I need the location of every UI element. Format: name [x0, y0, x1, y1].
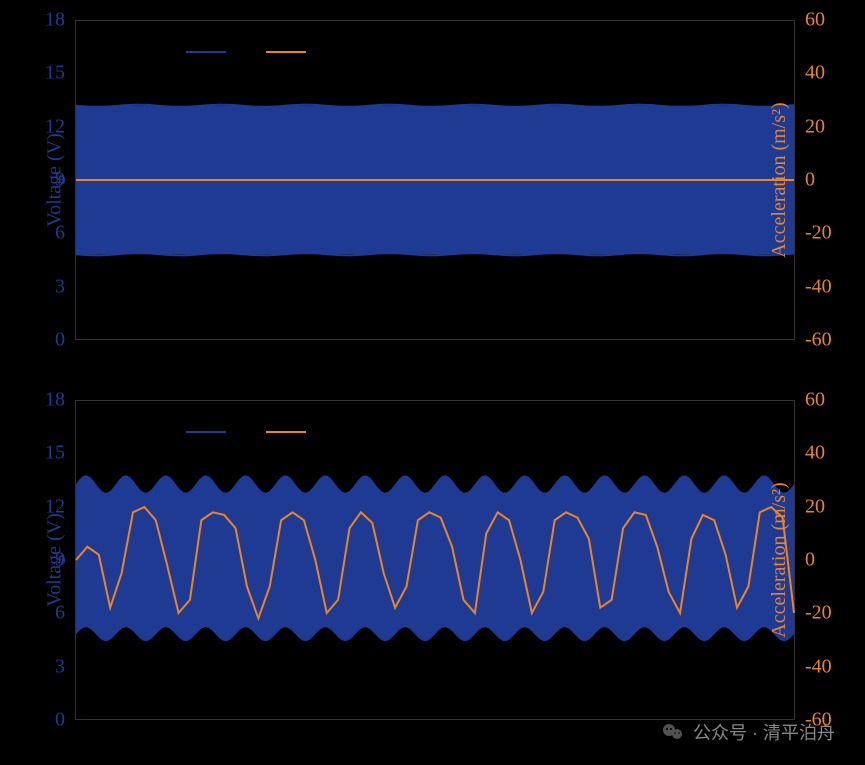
chart1-svg: [76, 21, 794, 339]
axis-tick: 12: [45, 115, 65, 138]
axis-tick: 12: [45, 495, 65, 518]
axis-tick: 40: [805, 62, 825, 85]
axis-tick: 6: [55, 222, 65, 245]
chart1-plot-area: [75, 20, 795, 340]
line-icon: [186, 51, 226, 53]
line-icon: [266, 51, 306, 53]
axis-tick: -40: [805, 275, 832, 298]
chart-2: Voltage (V) 0369121518 Acceleration (m/s…: [0, 380, 865, 765]
line-icon: [266, 431, 306, 433]
axis-tick: 18: [45, 389, 65, 412]
chart1-right-axis: Acceleration (m/s²) -60-40-200204060: [795, 20, 865, 340]
axis-tick: 0: [55, 329, 65, 352]
axis-tick: 9: [55, 169, 65, 192]
axis-tick: -60: [805, 329, 832, 352]
axis-tick: -20: [805, 602, 832, 625]
axis-tick: 15: [45, 62, 65, 85]
chart2-legend: [186, 431, 306, 433]
watermark-text: 公众号 · 清平泊舟: [693, 719, 835, 745]
axis-tick: 20: [805, 115, 825, 138]
chart2-legend-accel: [266, 431, 306, 433]
axis-tick: 40: [805, 442, 825, 465]
chart2-left-axis: Voltage (V) 0369121518: [0, 400, 75, 720]
chart1-legend: [186, 51, 306, 53]
axis-tick: 9: [55, 549, 65, 572]
axis-tick: 0: [805, 169, 815, 192]
axis-tick: -40: [805, 655, 832, 678]
axis-tick: 3: [55, 655, 65, 678]
chart2-right-label: Acceleration (m/s²): [768, 482, 791, 637]
chart2-svg: [76, 401, 794, 719]
axis-tick: 15: [45, 442, 65, 465]
axis-tick: 6: [55, 602, 65, 625]
chart2-legend-voltage: [186, 431, 226, 433]
chart1-legend-accel: [266, 51, 306, 53]
wechat-icon: [661, 720, 685, 744]
line-icon: [186, 431, 226, 433]
axis-tick: 60: [805, 389, 825, 412]
axis-tick: 0: [805, 549, 815, 572]
chart2-right-axis: Acceleration (m/s²) -60-40-200204060: [795, 400, 865, 720]
chart2-plot-area: [75, 400, 795, 720]
axis-tick: 60: [805, 9, 825, 32]
chart-1: Voltage (V) 0369121518 Acceleration (m/s…: [0, 0, 865, 380]
axis-tick: 3: [55, 275, 65, 298]
axis-tick: 20: [805, 495, 825, 518]
axis-tick: 0: [55, 709, 65, 732]
axis-tick: 18: [45, 9, 65, 32]
chart1-left-axis: Voltage (V) 0369121518: [0, 20, 75, 340]
watermark: 公众号 · 清平泊舟: [661, 719, 835, 745]
chart1-right-label: Acceleration (m/s²): [768, 102, 791, 257]
chart1-legend-voltage: [186, 51, 226, 53]
axis-tick: -20: [805, 222, 832, 245]
